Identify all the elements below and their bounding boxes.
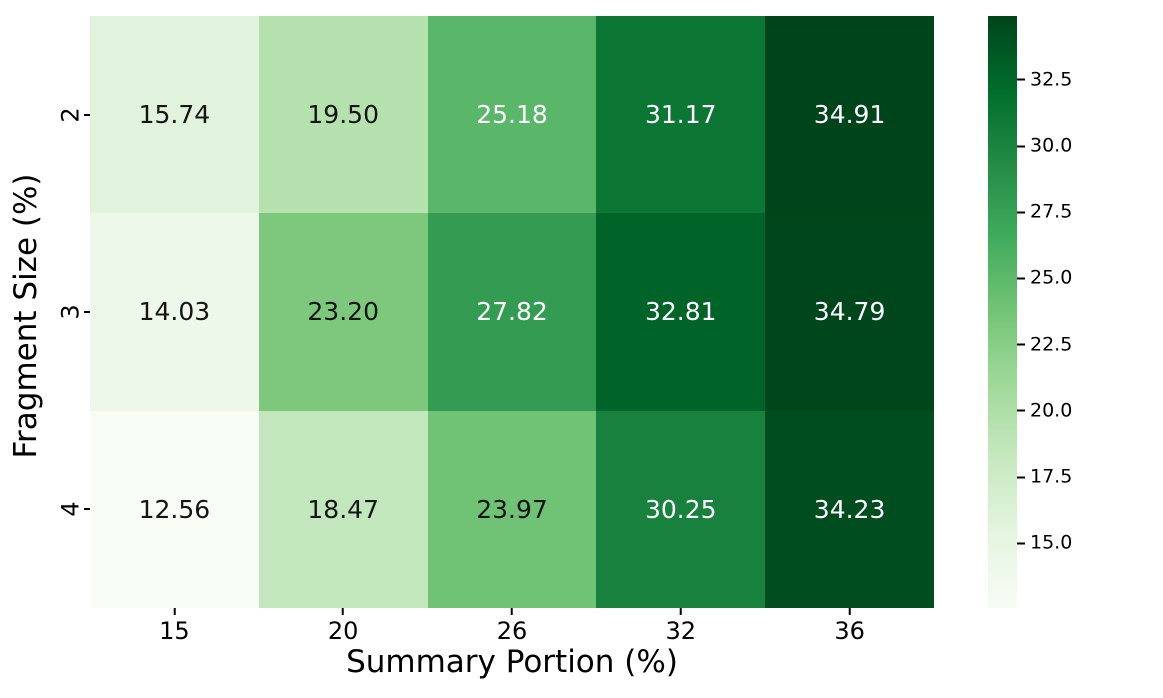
colorbar-tick: 17.5	[1017, 465, 1073, 488]
colorbar-tick-mark	[1017, 343, 1025, 346]
x-tick-label: 20	[327, 617, 359, 645]
x-tick-label: 36	[834, 617, 865, 645]
colorbar-tick-mark	[1017, 78, 1025, 81]
heatmap-cell: 23.97	[427, 410, 597, 608]
cell-value-label: 19.50	[307, 100, 379, 130]
cell-value-label: 15.74	[138, 100, 211, 130]
heatmap-cell: 12.56	[90, 410, 259, 608]
colorbar-tick-label: 15.0	[1030, 531, 1073, 554]
x-tick-label: 26	[496, 617, 528, 645]
colorbar-tick: 15.0	[1017, 531, 1073, 554]
heatmap-cell: 15.74	[90, 16, 259, 214]
x-tick-mark	[173, 608, 176, 615]
y-axis-label: Fragment Size (%)	[8, 173, 44, 459]
colorbar-tick-mark	[1017, 145, 1025, 148]
y-tick-label: 3	[56, 304, 85, 320]
heatmap-cell: 30.25	[596, 410, 766, 608]
y-tick: 3	[56, 300, 91, 324]
heatmap-cell: 18.47	[258, 410, 428, 608]
colorbar-tick-mark	[1017, 211, 1025, 214]
x-tick: 36	[834, 608, 865, 644]
cell-value-label: 14.03	[138, 297, 211, 327]
colorbar-tick-mark	[1017, 542, 1025, 545]
colorbar-tick: 30.0	[1017, 134, 1073, 157]
colorbar-tick-mark	[1017, 409, 1025, 412]
x-axis-ticks: 15 20 26 32 36	[90, 608, 934, 646]
y-tick-mark	[84, 113, 91, 116]
y-tick-label: 2	[56, 107, 85, 123]
colorbar-tick: 20.0	[1017, 401, 1072, 420]
y-tick-mark	[84, 508, 91, 511]
colorbar-tick-label: 32.5	[1030, 68, 1073, 91]
colorbar-tick: 32.5	[1017, 70, 1072, 89]
heatmap-cell: 14.03	[90, 213, 259, 411]
heatmap-cell: 19.50	[258, 16, 428, 214]
heatmap-cell: 25.18	[427, 16, 597, 214]
colorbar-tick: 22.5	[1017, 335, 1072, 354]
colorbar-gradient	[988, 16, 1017, 608]
cell-value-label: 23.20	[307, 297, 379, 327]
cell-value-label: 27.82	[476, 297, 548, 327]
y-axis-ticks: 2 3 4	[50, 16, 91, 608]
x-tick: 15	[159, 608, 190, 644]
x-tick-label: 15	[159, 617, 190, 645]
y-tick-label: 4	[56, 501, 85, 517]
y-tick: 2	[56, 103, 91, 127]
heatmap-cell: 31.17	[596, 16, 766, 214]
colorbar-tick-label: 17.5	[1030, 465, 1073, 488]
colorbar	[988, 16, 1017, 608]
heatmap-cell: 27.82	[427, 213, 597, 411]
x-tick-mark	[679, 608, 682, 615]
x-tick: 26	[496, 608, 528, 645]
colorbar-tick-label: 20.0	[1030, 399, 1073, 422]
colorbar-tick: 27.5	[1017, 200, 1073, 223]
cell-value-label: 23.97	[476, 494, 548, 524]
heatmap-cell: 34.91	[765, 16, 934, 214]
heatmap-grid: 15.74 19.50 25.18 31.17 34.91 14.03 23.20 27.82…	[90, 16, 934, 608]
colorbar-tick-label: 27.5	[1030, 200, 1073, 223]
cell-value-label: 25.18	[476, 100, 548, 130]
heatmap-cell: 34.23	[765, 410, 934, 608]
x-tick-mark	[848, 608, 851, 615]
colorbar-tick-mark	[1017, 277, 1025, 280]
x-tick: 20	[327, 608, 359, 645]
x-tick-mark	[342, 608, 345, 615]
colorbar-tick-label: 30.0	[1030, 134, 1073, 157]
heatmap-cell: 23.20	[258, 213, 428, 411]
cell-value-label: 30.25	[645, 494, 717, 524]
cell-value-label: 32.81	[645, 297, 717, 327]
cell-value-label: 12.56	[138, 494, 211, 524]
x-tick-label: 32	[665, 617, 697, 645]
cell-value-label: 34.79	[813, 297, 886, 327]
colorbar-tick: 25.0	[1017, 266, 1073, 289]
heatmap-cell: 32.81	[596, 213, 766, 411]
x-axis-label: Summary Portion (%)	[346, 644, 678, 680]
colorbar-tick-mark	[1017, 476, 1025, 479]
colorbar-tick-label: 22.5	[1030, 333, 1073, 356]
cell-value-label: 18.47	[307, 494, 379, 524]
cell-value-label: 34.23	[813, 494, 886, 524]
y-tick: 4	[56, 497, 91, 521]
colorbar-tick-label: 25.0	[1030, 266, 1073, 289]
x-tick: 32	[665, 608, 697, 645]
heatmap-cell: 34.79	[765, 213, 934, 411]
cell-value-label: 31.17	[645, 100, 717, 130]
x-tick-mark	[510, 608, 513, 615]
colorbar-ticks: 32.5 30.0 27.5 25.0 22.5 20.0 17.5 15.0	[1017, 16, 1137, 608]
y-tick-mark	[84, 311, 91, 313]
cell-value-label: 34.91	[813, 100, 886, 130]
